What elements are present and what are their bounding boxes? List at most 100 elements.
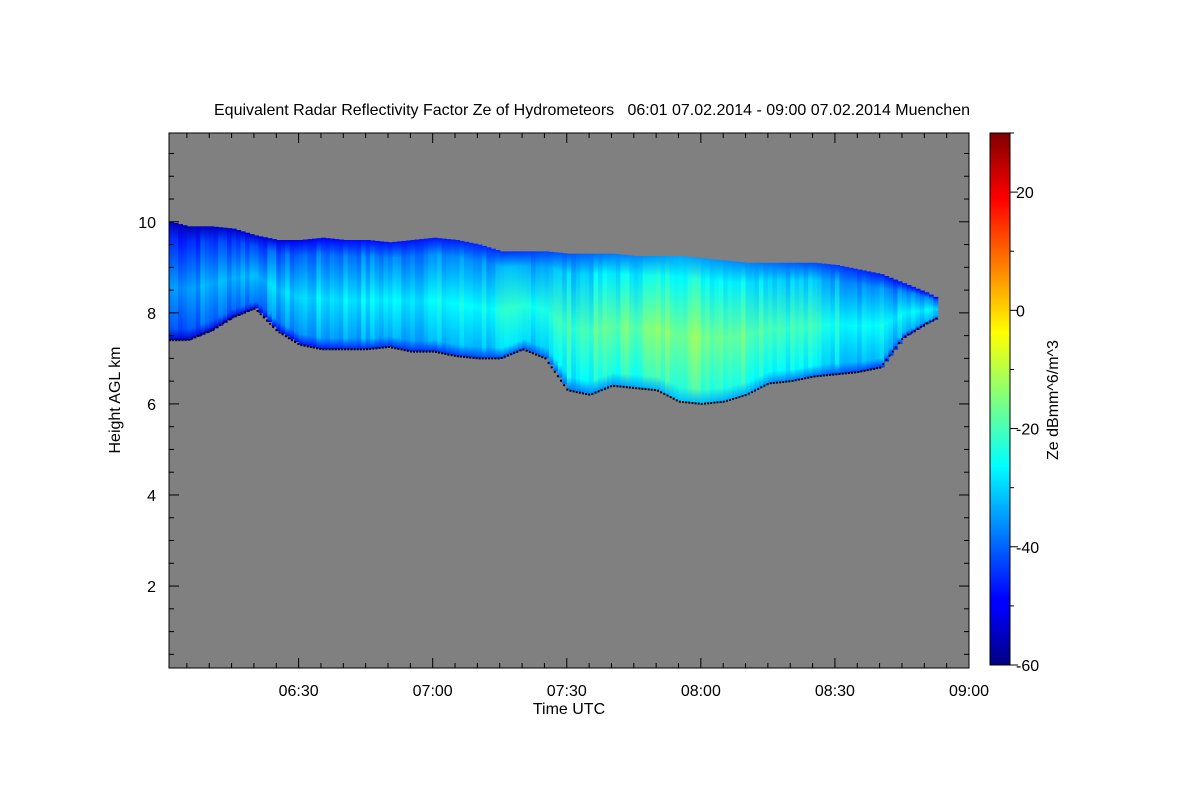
- cloud-base-marker: [700, 402, 703, 405]
- reflectivity-column: [763, 262, 769, 386]
- cloud-base-marker: [350, 348, 353, 351]
- reflectivity-column: [517, 251, 523, 352]
- reflectivity-column: [392, 241, 398, 348]
- cloud-base-marker: [347, 348, 350, 351]
- x-tick-label: 07:00: [413, 683, 453, 700]
- cloud-base-marker: [919, 326, 922, 328]
- reflectivity-column: [383, 241, 389, 348]
- cloud-base-marker: [231, 316, 234, 319]
- reflectivity-column: [343, 240, 349, 350]
- colorbar-tick-label: -20: [1016, 422, 1039, 439]
- reflectivity-column: [222, 227, 228, 323]
- cloud-base-marker: [935, 317, 938, 320]
- reflectivity-column: [606, 253, 613, 388]
- cloud-base-marker: [779, 381, 782, 384]
- reflectivity-column: [191, 226, 197, 339]
- cloud-base-marker: [363, 348, 365, 351]
- cloud-base-marker: [888, 354, 891, 357]
- reflectivity-column: [696, 257, 702, 404]
- cloud-base-marker: [804, 377, 807, 380]
- reflectivity-column: [767, 262, 773, 384]
- reflectivity-column: [231, 228, 237, 318]
- colorbar: -60 -40 -20 0 20 Ze dBmm^6/m^3: [989, 132, 1062, 675]
- y-tick-label: 6: [147, 397, 156, 414]
- reflectivity-column: [691, 257, 697, 403]
- reflectivity-column: [289, 240, 295, 340]
- reflectivity-column: [526, 251, 532, 352]
- y-tick-label: 2: [147, 579, 156, 596]
- cloud-base-marker: [663, 392, 666, 395]
- reflectivity-column: [218, 227, 224, 326]
- reflectivity-column: [906, 285, 912, 336]
- reflectivity-column: [186, 226, 192, 341]
- colorbar-tick-label: 0: [1016, 303, 1025, 320]
- reflectivity-column: [584, 253, 590, 394]
- reflectivity-column: [361, 240, 367, 350]
- cloud-base-marker: [832, 373, 835, 376]
- cloud-base-marker: [904, 335, 907, 338]
- cloud-base-marker: [566, 388, 569, 391]
- cloud-base-marker: [860, 370, 863, 373]
- reflectivity-column: [674, 255, 680, 400]
- cloud-base-marker: [591, 392, 594, 395]
- reflectivity-column: [817, 263, 823, 377]
- reflectivity-column: [821, 263, 827, 376]
- reflectivity-column: [499, 251, 505, 359]
- cloud-base-marker: [525, 349, 528, 352]
- cloud-base-marker: [215, 326, 218, 328]
- cloud-base-marker: [729, 398, 731, 401]
- reflectivity-column: [262, 237, 268, 318]
- cloud-base-marker: [337, 348, 340, 351]
- cloud-base-marker: [475, 357, 478, 360]
- reflectivity-column: [258, 236, 264, 313]
- reflectivity-column: [866, 271, 872, 371]
- reflectivity-column: [750, 262, 756, 393]
- reflectivity-column: [280, 240, 286, 334]
- y-tick-label: 10: [138, 215, 156, 232]
- reflectivity-column: [642, 255, 648, 389]
- reflectivity-column: [785, 262, 791, 382]
- reflectivity-column: [356, 240, 362, 350]
- cloud-base-marker: [456, 355, 459, 358]
- cloud-base-marker: [203, 332, 206, 335]
- reflectivity-column: [557, 252, 563, 378]
- reflectivity-column: [651, 255, 657, 390]
- reflectivity-column: [884, 275, 890, 362]
- cloud-base-marker: [359, 348, 362, 351]
- x-axis-label: Time UTC: [533, 701, 605, 718]
- reflectivity-column: [182, 225, 188, 341]
- plot-frame: [168, 132, 970, 669]
- y-axis-ticks: 2 4 6 8 10: [138, 152, 969, 655]
- reflectivity-column: [598, 253, 604, 392]
- cloud-base-marker: [785, 380, 788, 383]
- cloud-base-marker: [272, 326, 275, 328]
- reflectivity-column: [678, 255, 684, 402]
- cloud-base-marker: [594, 391, 597, 394]
- y-tick-label: 4: [147, 488, 156, 505]
- cloud-base-marker: [923, 324, 925, 327]
- reflectivity-column: [276, 240, 282, 332]
- reflectivity-column: [687, 256, 693, 403]
- cloud-base-marker: [406, 349, 409, 352]
- cloud-base-marker: [388, 346, 390, 348]
- cloud-base-marker: [885, 358, 888, 361]
- cloud-base-marker: [397, 347, 400, 350]
- cloud-base-marker: [635, 387, 638, 390]
- reflectivity-column: [629, 255, 635, 388]
- cloud-base-marker: [181, 339, 184, 342]
- cloud-base-marker: [638, 387, 641, 390]
- reflectivity-column: [700, 258, 706, 404]
- cloud-base-marker: [866, 369, 869, 372]
- reflectivity-column: [732, 261, 738, 399]
- reflectivity-column: [249, 234, 255, 311]
- reflectivity-column: [169, 221, 175, 341]
- reflectivity-column: [548, 251, 554, 365]
- cloud-base-marker: [822, 374, 825, 377]
- cloud-base-marker: [531, 352, 534, 355]
- cloud-base-marker: [500, 357, 503, 359]
- reflectivity-column: [781, 262, 787, 383]
- cloud-base-marker: [782, 381, 785, 383]
- cloud-base-marker: [444, 352, 447, 355]
- reflectivity-column: [633, 255, 639, 388]
- cloud-base-marker: [769, 382, 772, 385]
